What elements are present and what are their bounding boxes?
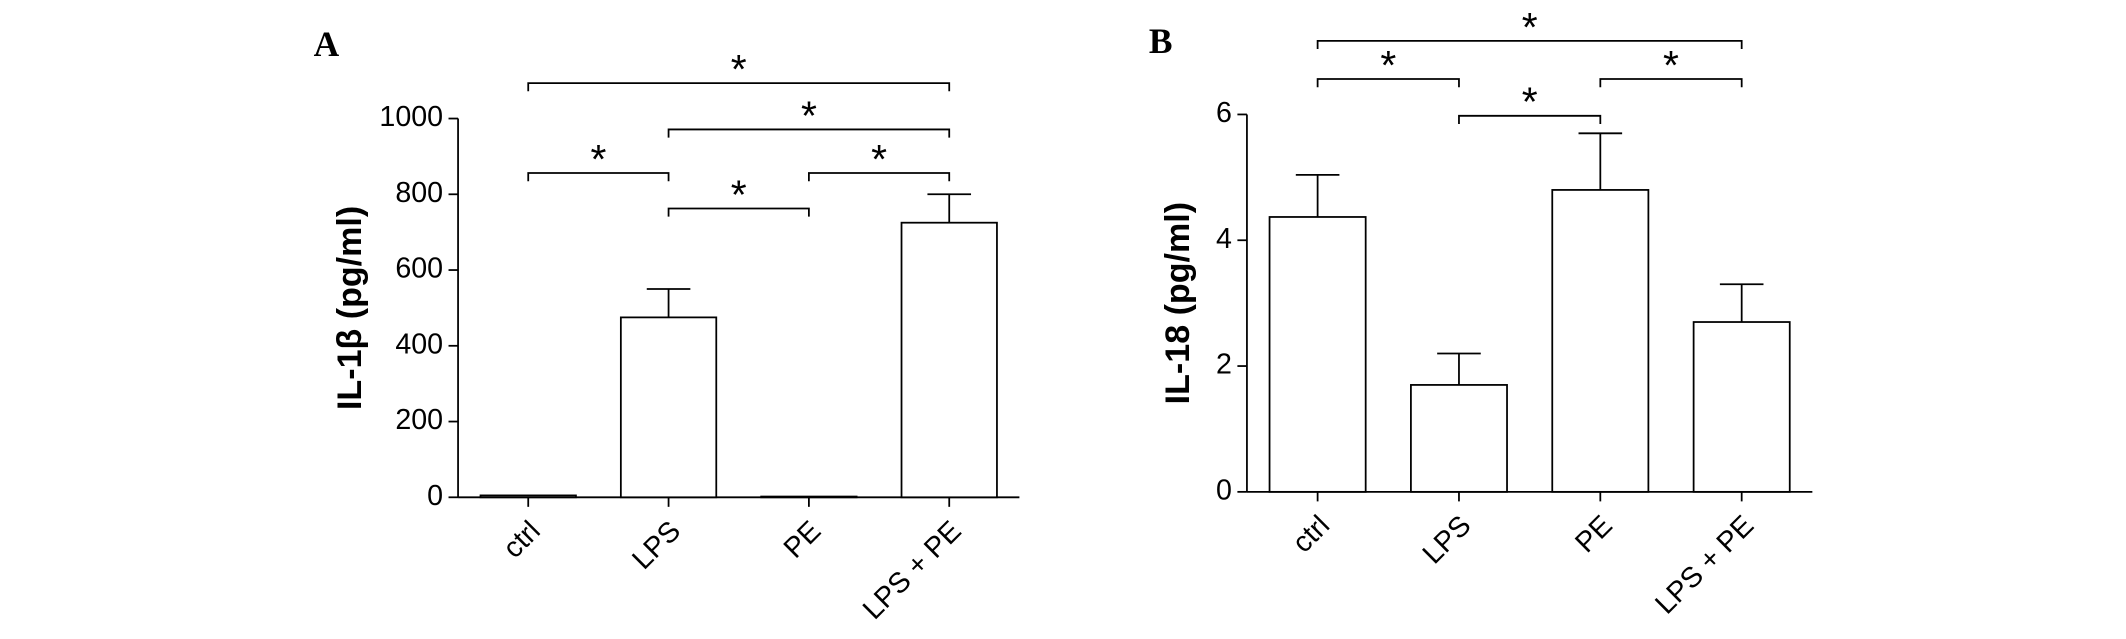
significance-label: * [801, 92, 817, 138]
y-tick-label: 6 [1216, 97, 1232, 129]
significance-label: * [590, 136, 606, 182]
y-tick-label: 0 [427, 480, 443, 512]
y-axis-label: IL-1β (pg/ml) [331, 206, 369, 410]
x-tick-label: ctrl [497, 515, 547, 565]
bar [619, 316, 718, 499]
error-bar [927, 193, 972, 223]
y-tick-label: 800 [395, 177, 443, 209]
significance-label: * [1380, 42, 1396, 88]
bar [1410, 384, 1508, 493]
y-tick-label: 2 [1216, 349, 1232, 381]
x-tick-label: PE [1569, 509, 1619, 559]
significance-label: * [731, 171, 747, 217]
significance-bracket [667, 207, 810, 217]
significance-bracket [1316, 39, 1743, 50]
error-bar [1719, 283, 1764, 323]
y-tick-label: 200 [395, 404, 443, 436]
significance-bracket [1599, 78, 1743, 88]
bar [479, 494, 577, 499]
bar [1692, 321, 1791, 493]
bar [900, 221, 998, 499]
significance-label: * [731, 46, 747, 92]
x-tick-label: LPS + PE [857, 515, 968, 626]
y-tick-label: 4 [1216, 223, 1232, 255]
y-tick-label: 0 [1216, 474, 1232, 506]
significance-bracket [527, 82, 951, 92]
significance-bracket [808, 172, 951, 182]
bar [1551, 189, 1650, 493]
significance-bracket [1316, 78, 1460, 88]
x-tick-label: LPS + PE [1649, 509, 1760, 620]
error-bar [1295, 173, 1340, 217]
bar [760, 495, 858, 499]
error-bar [646, 288, 691, 318]
significance-bracket [527, 172, 670, 182]
significance-bracket [667, 128, 951, 138]
significance-label: * [1522, 4, 1538, 50]
error-bar [1437, 352, 1481, 385]
x-tick-label: LPS [626, 515, 687, 576]
x-tick-label: ctrl [1286, 509, 1336, 559]
y-axis-label: IL-18 (pg/ml) [1159, 202, 1197, 404]
x-tick-label: PE [778, 515, 828, 565]
x-tick-label: LPS [1417, 509, 1478, 570]
panel-label: B [1149, 21, 1173, 61]
bar [1268, 216, 1367, 493]
error-bar [1578, 132, 1623, 190]
significance-label: * [871, 136, 887, 182]
y-tick-label: 600 [395, 253, 443, 285]
panel-label: A [314, 24, 340, 64]
significance-bracket [1458, 114, 1602, 124]
significance-label: * [1522, 79, 1538, 125]
y-tick-label: 400 [395, 328, 443, 360]
significance-label: * [1663, 42, 1679, 88]
y-tick-label: 1000 [379, 101, 443, 133]
